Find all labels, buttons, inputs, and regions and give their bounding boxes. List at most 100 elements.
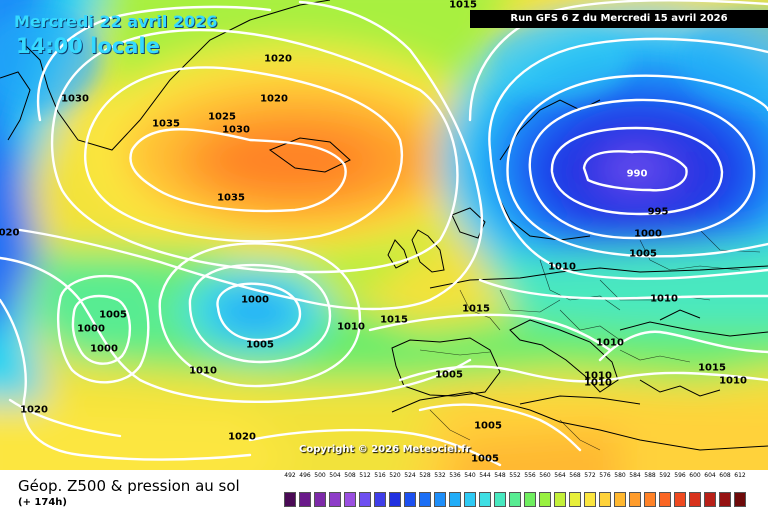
scale-tick: 492: [284, 472, 296, 479]
scale-tick: 572: [584, 472, 596, 479]
scale-swatch: [554, 492, 566, 507]
scale-swatch: [434, 492, 446, 507]
pressure-label: 1010: [189, 365, 217, 377]
pressure-label: 1030: [61, 93, 89, 105]
scale-tick: 540: [464, 472, 476, 479]
scale-swatch: [329, 492, 341, 507]
scale-tick: 524: [404, 472, 416, 479]
scale-tick: 564: [554, 472, 566, 479]
scale-tick: 552: [509, 472, 521, 479]
isobars: [0, 0, 768, 465]
z500-map: [0, 0, 768, 470]
local-time: 14:00 locale: [16, 34, 160, 58]
pressure-label: 1005: [629, 248, 657, 260]
scale-tick: 568: [569, 472, 581, 479]
pressure-label: 1010: [650, 293, 678, 305]
scale-tick: 604: [704, 472, 716, 479]
scale-tick: 560: [539, 472, 551, 479]
pressure-label: 1005: [435, 369, 463, 381]
pressure-label: 1020: [228, 431, 256, 443]
scale-tick: 556: [524, 472, 536, 479]
pressure-label: 1015: [698, 362, 726, 374]
scale-tick: 520: [389, 472, 401, 479]
scale-swatch: [494, 492, 506, 507]
scale-tick: 548: [494, 472, 506, 479]
scale-tick: 584: [629, 472, 641, 479]
scale-swatch: [509, 492, 521, 507]
scale-tick: 504: [329, 472, 341, 479]
scale-swatch: [569, 492, 581, 507]
pressure-label: 1010: [584, 377, 612, 389]
scale-swatch: [599, 492, 611, 507]
legend-footer: Géop. Z500 & pression au sol (+ 174h) 49…: [0, 470, 768, 512]
scale-tick: 544: [479, 472, 491, 479]
pressure-label: 1010: [719, 375, 747, 387]
color-scale: 492 496 500 504 508 512 516 520 524 528 532 536 540 5…: [284, 472, 752, 508]
pressure-label: 1000: [634, 228, 662, 240]
scale-swatch: [524, 492, 536, 507]
scale-tick: 612: [734, 472, 746, 479]
scale-tick: 588: [644, 472, 656, 479]
copyright: Copyright © 2026 Meteociel.fr: [299, 444, 471, 455]
run-info: Run GFS 6 Z du Mercredi 15 avril 2026: [470, 10, 768, 28]
pressure-label: 1020: [260, 93, 288, 105]
pressure-label: 1025: [208, 111, 236, 123]
scale-swatch: [644, 492, 656, 507]
scale-tick: 596: [674, 472, 686, 479]
scale-swatch: [539, 492, 551, 507]
coastlines: [0, 0, 768, 451]
map-title: Géop. Z500 & pression au sol: [18, 477, 240, 495]
scale-tick: 496: [299, 472, 311, 479]
scale-swatch: [464, 492, 476, 507]
scale-swatch: [374, 492, 386, 507]
scale-tick: 608: [719, 472, 731, 479]
scale-tick: 592: [659, 472, 671, 479]
pressure-label: 990: [626, 168, 648, 180]
scale-swatch: [674, 492, 686, 507]
scale-swatch: [704, 492, 716, 507]
borders: [419, 229, 761, 451]
scale-tick: 536: [449, 472, 461, 479]
pressure-label: 1015: [449, 0, 477, 11]
scale-tick: 600: [689, 472, 701, 479]
forecast-offset: (+ 174h): [18, 497, 67, 508]
pressure-label: 1010: [584, 370, 612, 382]
weather-map: 1015 1020 1030 1020 1025 1035 1030 1035 990 995 10…: [0, 0, 768, 470]
pressure-label: 1035: [217, 192, 245, 204]
scale-swatch: [479, 492, 491, 507]
scale-swatch: [734, 492, 746, 507]
pressure-label: 1020: [264, 53, 292, 65]
scale-swatch: [284, 492, 296, 507]
pressure-label: 1015: [380, 314, 408, 326]
scale-tick: 508: [344, 472, 356, 479]
pressure-label: 1000: [77, 323, 105, 335]
pressure-label: 1005: [99, 309, 127, 321]
scale-tick: 580: [614, 472, 626, 479]
pressure-label: 995: [647, 206, 669, 218]
pressure-label: 1030: [222, 124, 250, 136]
pressure-label: 1035: [152, 118, 180, 130]
pressure-label: 1010: [548, 261, 576, 273]
scale-swatch: [344, 492, 356, 507]
pressure-label: 1000: [241, 294, 269, 306]
pressure-label: 1005: [471, 453, 499, 465]
pressure-label: 1010: [596, 337, 624, 349]
pressure-label: 1010: [337, 321, 365, 333]
pressure-label: 1000: [90, 343, 118, 355]
scale-tick: 500: [314, 472, 326, 479]
scale-swatch: [659, 492, 671, 507]
scale-swatch: [689, 492, 701, 507]
forecast-date: Mercredi 22 avril 2026: [14, 12, 218, 31]
scale-swatch: [719, 492, 731, 507]
pressure-label: 1005: [246, 339, 274, 351]
pressure-label: 1015: [462, 303, 490, 315]
pressure-label: 1005: [474, 420, 502, 432]
scale-swatch: [359, 492, 371, 507]
scale-swatch: [419, 492, 431, 507]
scale-swatch: [629, 492, 641, 507]
scale-swatch: [389, 492, 401, 507]
scale-tick: 528: [419, 472, 431, 479]
scale-swatch: [584, 492, 596, 507]
scale-tick: 516: [374, 472, 386, 479]
scale-swatch: [449, 492, 461, 507]
